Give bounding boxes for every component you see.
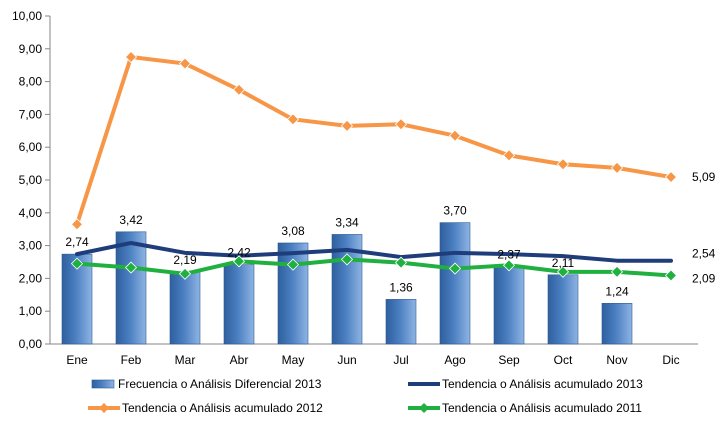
- y-tick-label: 5,00: [19, 173, 43, 187]
- y-tick-label: 0,00: [19, 337, 43, 351]
- x-tick-label: Feb: [121, 353, 142, 367]
- x-tick-label: Abr: [230, 353, 249, 367]
- data-point: [286, 258, 300, 271]
- data-point: [448, 262, 462, 275]
- y-tick-label: 9,00: [19, 42, 43, 56]
- bar: [169, 271, 201, 345]
- line-end-label: 5,09: [692, 170, 716, 184]
- legend-item: Frecuencia o Análisis Diferencial 2013: [91, 377, 322, 391]
- bar: [277, 242, 309, 345]
- x-tick-label: Jun: [337, 353, 356, 367]
- y-tick-label: 3,00: [19, 239, 43, 253]
- x-tick-label: Oct: [554, 353, 573, 367]
- bar-value-label: 3,08: [281, 224, 305, 238]
- data-point: [124, 261, 138, 274]
- y-tick-label: 10,00: [12, 9, 42, 23]
- data-point: [232, 83, 246, 96]
- data-point: [232, 255, 246, 268]
- data-point: [124, 50, 138, 64]
- legend-item: Tendencia o Análisis acumulado 2012: [88, 401, 323, 415]
- legend-item: Tendencia o Análisis acumulado 2013: [408, 377, 643, 391]
- series-line: [75, 240, 673, 263]
- line-end-label: 2,54: [692, 247, 716, 261]
- line-end-label: 2,09: [692, 271, 716, 285]
- legend-label: Frecuencia o Análisis Diferencial 2013: [118, 377, 322, 391]
- x-tick-label: Mar: [175, 353, 196, 367]
- data-point: [394, 256, 408, 269]
- bar: [385, 299, 417, 345]
- y-tick-label: 6,00: [19, 140, 43, 154]
- bar: [115, 231, 147, 345]
- legend-item: Tendencia o Análisis acumulado 2011: [408, 401, 642, 415]
- line-series: [70, 50, 678, 282]
- data-point: [340, 119, 354, 132]
- bar-value-label: 2,74: [65, 235, 89, 249]
- legend-marker: [99, 403, 109, 413]
- y-tick-label: 4,00: [19, 206, 43, 220]
- data-point: [610, 265, 624, 278]
- bar-value-label: 3,34: [335, 215, 359, 229]
- x-tick-label: Jul: [393, 353, 408, 367]
- bar-value-label: 1,36: [389, 280, 413, 294]
- legend-label: Tendencia o Análisis acumulado 2013: [442, 377, 643, 391]
- y-tick-label: 1,00: [19, 304, 43, 318]
- x-tick-label: Nov: [606, 353, 627, 367]
- data-point: [178, 267, 192, 280]
- data-point: [286, 113, 300, 126]
- series-line: [75, 55, 673, 227]
- data-point: [394, 118, 408, 131]
- data-point: [556, 158, 570, 171]
- legend: Frecuencia o Análisis Diferencial 2013 Te…: [88, 377, 643, 415]
- y-tick-label: 8,00: [19, 75, 43, 89]
- data-point: [556, 265, 570, 278]
- bar-value-label: 3,70: [443, 204, 467, 218]
- data-point: [70, 218, 84, 231]
- series-line: [75, 257, 673, 278]
- bar: [439, 222, 471, 345]
- bar-value-label: 2,19: [173, 253, 197, 267]
- data-point: [178, 57, 192, 70]
- bar: [223, 264, 255, 345]
- y-tick-label: 7,00: [19, 107, 43, 121]
- data-point: [340, 253, 354, 266]
- legend-label: Tendencia o Análisis acumulado 2012: [122, 401, 323, 415]
- data-point: [502, 149, 516, 162]
- data-point: [502, 259, 516, 272]
- bar: [493, 265, 525, 345]
- bar-value-label: 2,11: [552, 256, 575, 270]
- legend-marker: [419, 403, 429, 413]
- data-labels: 2,74 3,42 2,19 2,42 3,08 3,34 1,36 3,70 2,37 2,11…: [65, 170, 715, 298]
- x-tick-label: Dic: [662, 353, 679, 367]
- bar: [601, 303, 633, 345]
- data-point: [664, 269, 678, 282]
- data-point: [448, 129, 462, 142]
- x-tick-label: Ago: [444, 353, 466, 367]
- bar-value-label: 2,37: [497, 247, 521, 261]
- bar: [547, 274, 579, 345]
- bar-series: [61, 222, 633, 345]
- x-tick-label: Sep: [498, 353, 520, 367]
- bar-value-label: 2,42: [227, 246, 251, 260]
- data-point: [70, 257, 84, 270]
- bar-value-label: 3,42: [119, 213, 143, 227]
- legend-swatch: [91, 379, 115, 389]
- x-tick-label: May: [282, 353, 305, 367]
- chart-axes: 0,00 1,00 2,00 3,00 4,00 5,00 6,00 7,00 8,00 9,00…: [12, 9, 698, 367]
- legend-label: Tendencia o Análisis acumulado 2011: [442, 401, 642, 415]
- data-point: [664, 170, 678, 184]
- data-point: [610, 161, 624, 174]
- y-tick-label: 2,00: [19, 271, 43, 285]
- bar-value-label: 1,24: [605, 284, 629, 298]
- x-tick-label: Ene: [66, 353, 88, 367]
